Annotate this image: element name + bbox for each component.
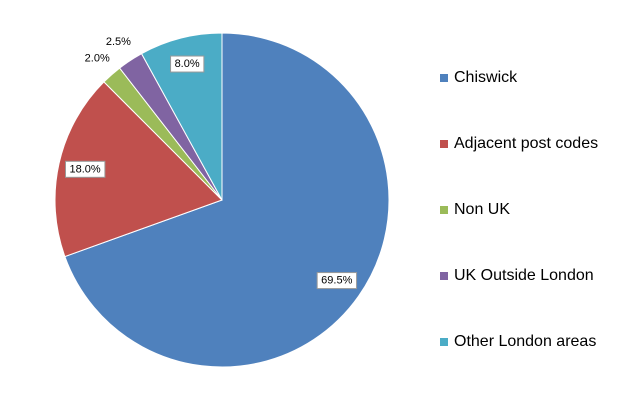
data-label-box [64,160,106,178]
legend-label: Other London areas [454,333,596,350]
data-label: 8.0% [175,58,200,70]
legend-label: Non UK [454,201,510,218]
legend-label: Adjacent post codes [454,135,598,152]
legend-label: Chiswick [454,69,518,86]
legend-swatch [440,74,448,82]
pie-slice [64,32,390,368]
data-label: 18.0% [69,163,100,175]
legend-swatch [440,338,448,346]
data-label-box [316,272,358,290]
legend-label: UK Outside London [454,267,594,284]
pie-slice [54,81,223,258]
legend-swatch [440,272,448,280]
data-label-box [170,55,205,73]
legend-swatch [440,140,448,148]
data-label: 2.5% [106,36,131,48]
pie-slice [140,32,223,201]
data-label: 69.5% [321,275,352,287]
data-label: 2.0% [85,52,110,64]
legend-swatch [440,206,448,214]
